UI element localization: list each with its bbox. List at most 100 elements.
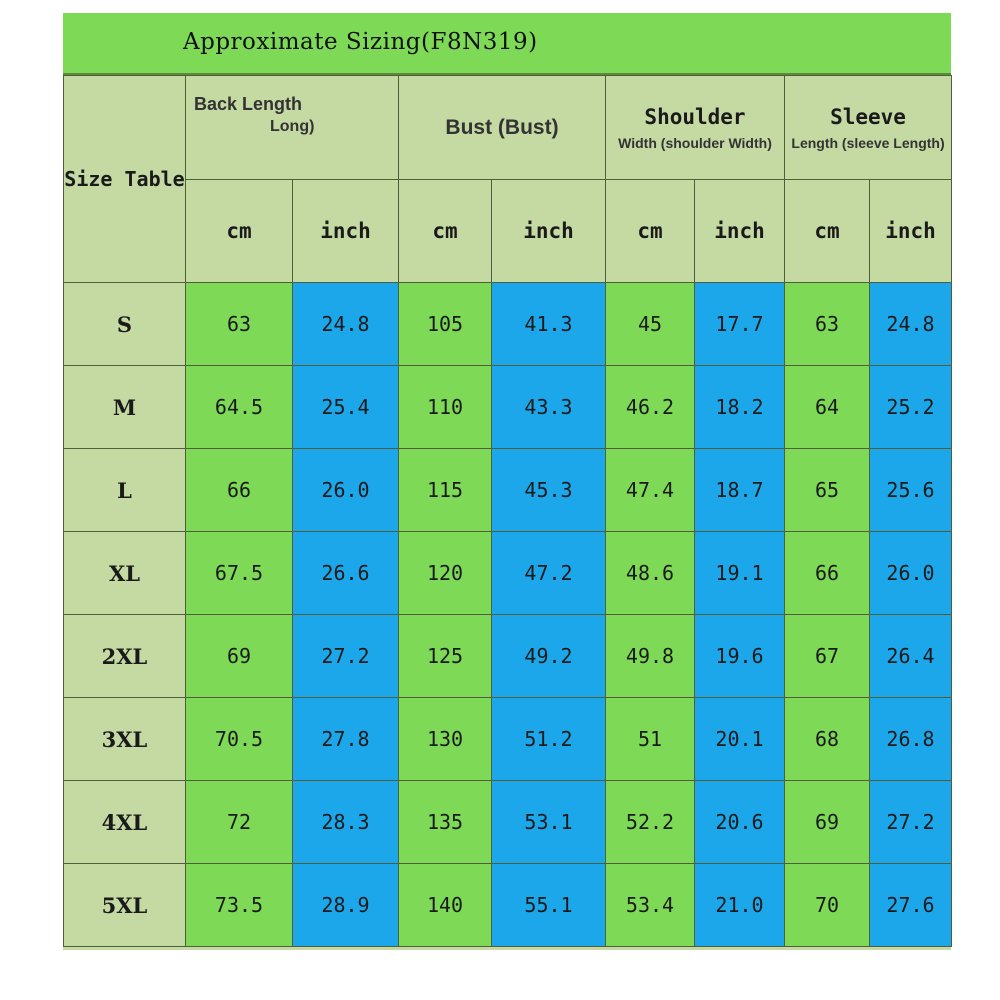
cm-value: 115 xyxy=(398,448,492,532)
shoulder-sublabel: Width (shoulder Width) xyxy=(618,134,772,151)
inch-value: 20.6 xyxy=(694,780,785,864)
table-row: 2XL 69 27.2 125 49.2 49.8 19.6 67 26.4 xyxy=(63,614,953,698)
back-length-sublabel: Long) xyxy=(270,118,315,136)
unit-header: cm xyxy=(185,179,293,283)
size-label: L xyxy=(63,448,186,532)
inch-value: 41.3 xyxy=(491,282,606,366)
table-row: L 66 26.0 115 45.3 47.4 18.7 65 25.6 xyxy=(63,448,953,532)
cm-value: 72 xyxy=(185,780,293,864)
inch-value: 26.4 xyxy=(868,614,953,698)
cm-value: 105 xyxy=(398,282,492,366)
shoulder-header: Shoulder Width (shoulder Width) xyxy=(605,75,785,180)
cm-value: 69 xyxy=(784,780,870,864)
sleeve-header: Sleeve Length (sleeve Length) xyxy=(783,75,953,180)
inch-value: 17.7 xyxy=(694,282,785,366)
inch-value: 25.6 xyxy=(868,448,953,532)
size-chart: Approximate Sizing(F8N319) Size Table Ba… xyxy=(63,13,953,950)
inch-value: 26.8 xyxy=(868,697,953,781)
cm-value: 63 xyxy=(185,282,293,366)
title-bar: Approximate Sizing(F8N319) xyxy=(63,13,951,75)
inch-value: 18.7 xyxy=(694,448,785,532)
unit-header: inch xyxy=(491,179,606,283)
table-row: S 63 24.8 105 41.3 45 17.7 63 24.8 xyxy=(63,282,953,366)
inch-value: 18.2 xyxy=(694,365,785,449)
table-row: 5XL 73.5 28.9 140 55.1 53.4 21.0 70 27.6 xyxy=(63,863,953,947)
inch-value: 25.4 xyxy=(292,365,399,449)
size-label: XL xyxy=(63,531,186,615)
cm-value: 73.5 xyxy=(185,863,293,947)
size-label: 4XL xyxy=(63,780,186,864)
table-row: 4XL 72 28.3 135 53.1 52.2 20.6 69 27.2 xyxy=(63,780,953,864)
inch-value: 49.2 xyxy=(491,614,606,698)
inch-value: 27.2 xyxy=(292,614,399,698)
cm-value: 65 xyxy=(784,448,870,532)
group-header-row: Size Table Back Length Long) Bust (Bust)… xyxy=(63,75,953,283)
size-label: M xyxy=(63,365,186,449)
inch-value: 51.2 xyxy=(491,697,606,781)
unit-header: inch xyxy=(292,179,399,283)
inch-value: 26.6 xyxy=(292,531,399,615)
cm-value: 68 xyxy=(784,697,870,781)
unit-header: inch xyxy=(868,179,953,283)
cm-value: 53.4 xyxy=(605,863,695,947)
cm-value: 47.4 xyxy=(605,448,695,532)
cm-value: 63 xyxy=(784,282,870,366)
inch-value: 27.6 xyxy=(868,863,953,947)
unit-header: cm xyxy=(605,179,695,283)
cm-value: 67.5 xyxy=(185,531,293,615)
size-label: 2XL xyxy=(63,614,186,698)
unit-header: cm xyxy=(398,179,492,283)
unit-header: inch xyxy=(694,179,785,283)
inch-value: 45.3 xyxy=(491,448,606,532)
cm-value: 51 xyxy=(605,697,695,781)
inch-value: 24.8 xyxy=(868,282,953,366)
cm-value: 125 xyxy=(398,614,492,698)
unit-header-row: cm inch cm inch cm inch cm inch xyxy=(64,179,953,283)
inch-value: 27.8 xyxy=(292,697,399,781)
inch-value: 25.2 xyxy=(868,365,953,449)
back-length-header: Back Length Long) xyxy=(185,75,399,180)
inch-value: 26.0 xyxy=(868,531,953,615)
cm-value: 45 xyxy=(605,282,695,366)
cm-value: 140 xyxy=(398,863,492,947)
cm-value: 67 xyxy=(784,614,870,698)
cm-value: 66 xyxy=(784,531,870,615)
cm-value: 135 xyxy=(398,780,492,864)
inch-value: 43.3 xyxy=(491,365,606,449)
cm-value: 69 xyxy=(185,614,293,698)
cm-value: 49.8 xyxy=(605,614,695,698)
unit-header: cm xyxy=(784,179,870,283)
cm-value: 52.2 xyxy=(605,780,695,864)
sleeve-label: Sleeve xyxy=(830,104,906,129)
sleeve-sublabel: Length (sleeve Length) xyxy=(791,134,945,151)
bust-header: Bust (Bust) xyxy=(398,75,606,180)
inch-value: 24.8 xyxy=(292,282,399,366)
cm-value: 70.5 xyxy=(185,697,293,781)
size-label: 3XL xyxy=(63,697,186,781)
cm-value: 66 xyxy=(185,448,293,532)
inch-value: 21.0 xyxy=(694,863,785,947)
cm-value: 64.5 xyxy=(185,365,293,449)
inch-value: 28.9 xyxy=(292,863,399,947)
size-table: Size Table Back Length Long) Bust (Bust)… xyxy=(63,75,953,947)
cm-value: 48.6 xyxy=(605,531,695,615)
size-table-header: Size Table xyxy=(63,75,186,283)
bust-label: Bust (Bust) xyxy=(445,115,559,139)
chart-title: Approximate Sizing(F8N319) xyxy=(183,29,538,55)
inch-value: 20.1 xyxy=(694,697,785,781)
table-row: 3XL 70.5 27.8 130 51.2 51 20.1 68 26.8 xyxy=(63,697,953,781)
inch-value: 28.3 xyxy=(292,780,399,864)
size-label: 5XL xyxy=(63,863,186,947)
inch-value: 27.2 xyxy=(868,780,953,864)
cm-value: 110 xyxy=(398,365,492,449)
table-row: M 64.5 25.4 110 43.3 46.2 18.2 64 25.2 xyxy=(63,365,953,449)
cm-value: 46.2 xyxy=(605,365,695,449)
size-label: S xyxy=(63,282,186,366)
back-length-label: Back Length xyxy=(194,94,303,114)
cm-value: 130 xyxy=(398,697,492,781)
table-row: XL 67.5 26.6 120 47.2 48.6 19.1 66 26.0 xyxy=(63,531,953,615)
cm-value: 120 xyxy=(398,531,492,615)
inch-value: 19.1 xyxy=(694,531,785,615)
inch-value: 26.0 xyxy=(292,448,399,532)
inch-value: 47.2 xyxy=(491,531,606,615)
